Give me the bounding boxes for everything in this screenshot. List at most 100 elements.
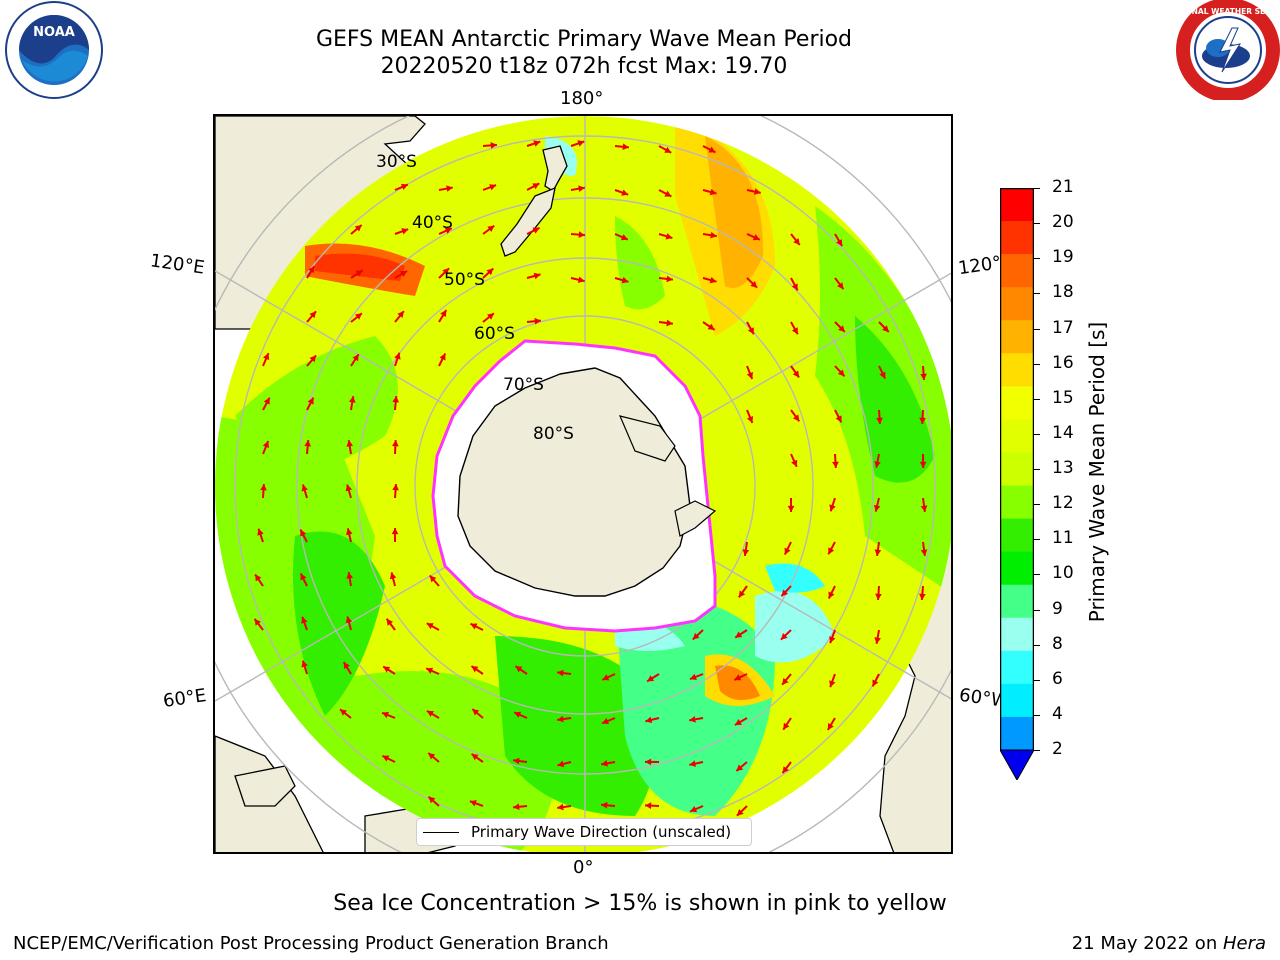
colorbar-tick-mark (1034, 188, 1040, 189)
colorbar-tick-label: 13 (1052, 458, 1074, 478)
wave-arrow-head (392, 484, 399, 491)
wave-arrow-head (781, 589, 789, 597)
colorbar-block (1000, 287, 1034, 321)
wave-arrow-head (784, 547, 791, 555)
colorbar-tick-label: 10 (1052, 563, 1074, 584)
wave-arrow-head (920, 373, 927, 380)
wave-arrow-head (734, 674, 742, 681)
wave-arrow-head (734, 719, 742, 726)
wave-arrow-head (920, 549, 928, 556)
wave-arrow-head (426, 667, 434, 674)
wave-arrow-head (707, 323, 715, 330)
colorbar-tick-mark (1034, 328, 1040, 330)
wave-arrow-head (838, 325, 845, 332)
wave-arrow-head (791, 459, 798, 467)
wave-arrow-head (307, 397, 314, 405)
wave-arrow-head (345, 616, 353, 624)
wave-arrow-head (919, 417, 926, 424)
wave-arrow-head (832, 461, 839, 468)
wave-arrow-head (874, 637, 881, 644)
wave-arrow-head (382, 711, 390, 719)
wave-arrow-head (874, 549, 882, 556)
colorbar-tick-mark (1034, 714, 1040, 716)
colorbar-block (1000, 683, 1034, 718)
wave-arrow-head (557, 803, 564, 811)
wave-arrow-head (262, 353, 270, 361)
wave-arrow-head (472, 709, 480, 716)
wave-arrow-head (645, 758, 652, 766)
wave-arrow-head (645, 716, 653, 724)
wave-arrow-head (308, 266, 315, 274)
lat-label-80s: 80°S (533, 424, 574, 444)
wave-arrow-head (735, 631, 743, 638)
lat-label-70s: 70°S (503, 375, 544, 395)
colorbar-block (1000, 221, 1034, 255)
wave-arrow-head (486, 268, 494, 276)
colorbar-tick-label: 17 (1052, 317, 1074, 338)
colorbar-tick-mark (1034, 433, 1040, 435)
wave-arrow-head (533, 140, 541, 147)
lat-label-30s: 30°S (376, 152, 417, 172)
wave-arrow-head (689, 673, 697, 680)
credit-host: Hera (1222, 933, 1266, 954)
wave-arrow-head (352, 354, 359, 362)
colorbar-block (1000, 485, 1034, 520)
wave-arrow-head (827, 723, 834, 731)
wave-arrow-head (577, 276, 585, 284)
wave-arrow-head (260, 484, 267, 491)
wave-arrow-head (392, 396, 400, 403)
colorbar-tick-label: 16 (1052, 352, 1074, 373)
colorbar-label: Primary Wave Mean Period [s] (1085, 321, 1109, 623)
wave-arrow-head (469, 800, 477, 807)
wave-arrow-head (355, 270, 363, 277)
colorbar-tick-mark (1034, 398, 1040, 400)
wave-arrow-head (263, 397, 270, 405)
wave-arrow-head (791, 283, 798, 291)
wave-arrow-head (792, 414, 800, 422)
colorbar-tick-mark (1034, 504, 1040, 506)
wave-arrow-head (429, 575, 437, 583)
wave-arrow-head (426, 710, 434, 717)
wave-arrow-head (426, 623, 434, 630)
lon-label-60e: 60°E (161, 685, 208, 712)
wave-arrow-head (792, 370, 800, 378)
wave-arrow-head (622, 143, 629, 151)
wave-arrow-head (557, 760, 565, 768)
colorbar-tick-mark (1034, 223, 1040, 225)
colorbar-tick-mark (1034, 258, 1040, 260)
wave-arrow-head (602, 674, 610, 681)
wave-arrow-head (392, 440, 399, 447)
wave-arrow-head (783, 722, 790, 730)
legend-label: Primary Wave Direction (unscaled) (471, 823, 732, 841)
colorbar-tick-mark (1034, 293, 1040, 295)
wave-arrow-head (557, 669, 564, 677)
wave-arrow-head (301, 660, 308, 668)
wave-arrow-head (828, 591, 835, 599)
wave-arrow-head (513, 803, 520, 811)
wave-arrow-head (401, 228, 409, 235)
wave-arrow-head (534, 317, 541, 325)
wave-arrow-head (919, 593, 926, 600)
wave-arrow-head (601, 760, 608, 767)
colorbar-block (1000, 551, 1034, 586)
wave-arrow-head (345, 528, 353, 536)
lat-label-60s: 60°S (474, 324, 515, 344)
colorbar-tick-mark (1034, 750, 1040, 751)
colorbar-tick-label: 20 (1052, 212, 1074, 233)
wave-arrow-head (621, 189, 629, 196)
wave-arrow-head (309, 355, 317, 363)
colorbar-tick-mark (1034, 644, 1040, 646)
colorbar-block (1000, 254, 1034, 288)
nws-logo-text: NATIONAL WEATHER SERVICE (1176, 7, 1280, 16)
wave-arrow-head (487, 225, 495, 233)
wave-arrow-head (386, 618, 393, 626)
wave-arrow-head (257, 528, 264, 536)
colorbar-tick-label: 6 (1052, 668, 1063, 689)
wave-arrow-head (533, 272, 541, 280)
wave-arrow-head (254, 618, 261, 626)
wave-arrow-head (736, 764, 744, 772)
wave-arrow-head (736, 809, 744, 816)
lon-label-0: 0° (573, 857, 594, 878)
chart-title: GEFS MEAN Antarctic Primary Wave Mean Pe… (315, 27, 853, 52)
wave-arrow-head (348, 396, 356, 403)
